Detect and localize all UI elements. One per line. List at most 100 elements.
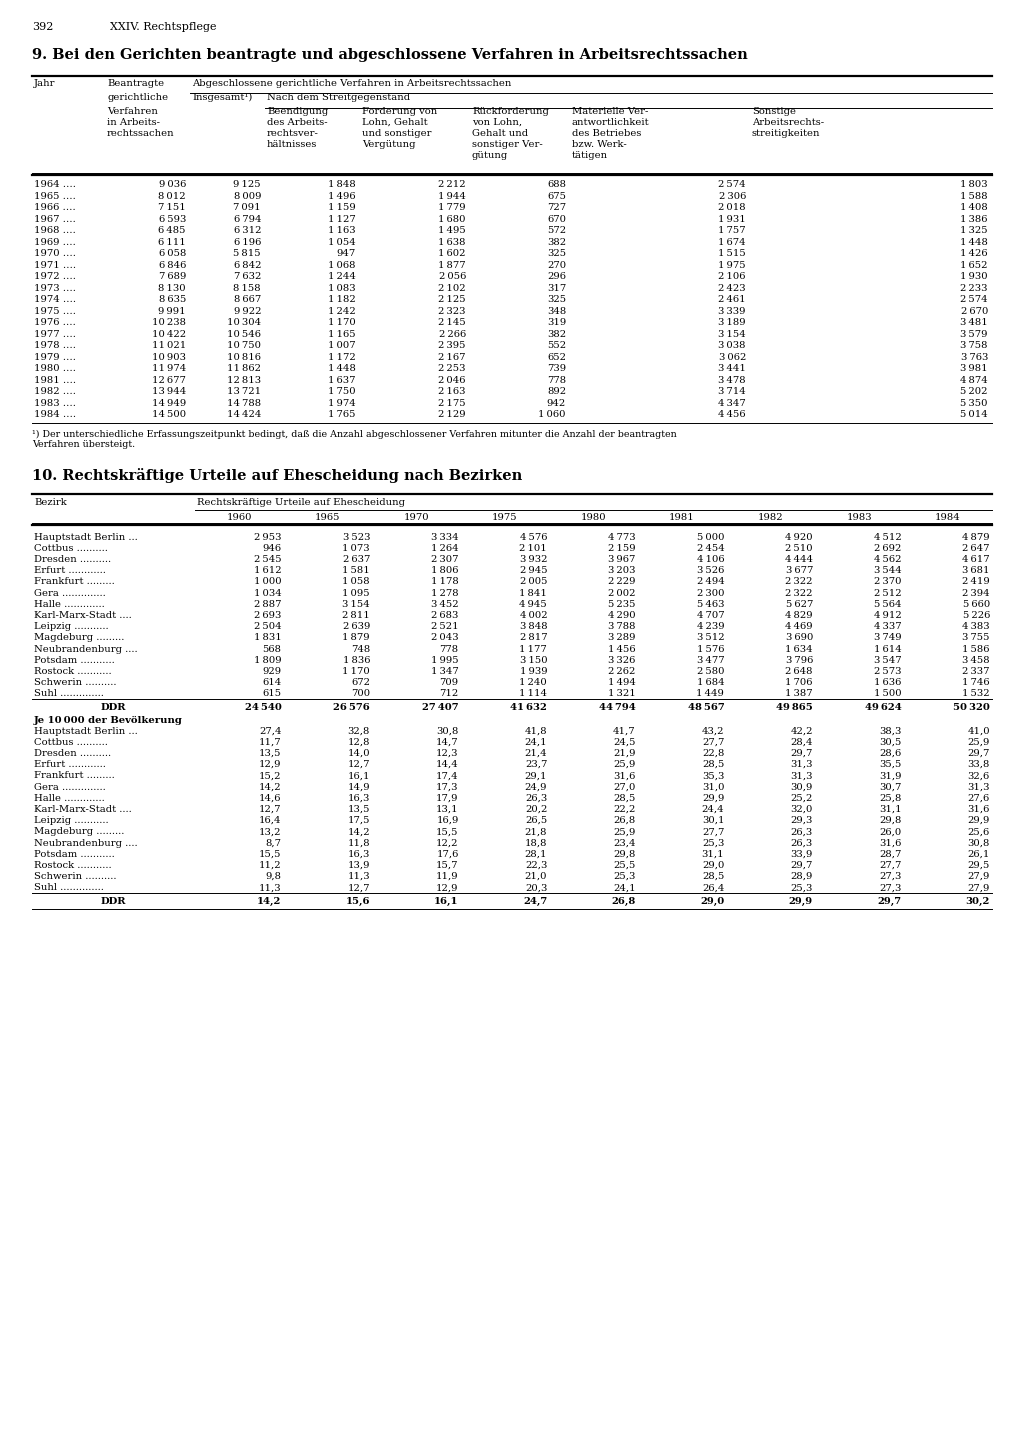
Text: 1 586: 1 586 xyxy=(963,644,990,654)
Text: 27,0: 27,0 xyxy=(613,783,636,792)
Text: 27,3: 27,3 xyxy=(879,883,901,892)
Text: 24,9: 24,9 xyxy=(524,783,547,792)
Text: Verfahren: Verfahren xyxy=(106,107,158,116)
Text: 2 266: 2 266 xyxy=(438,329,466,338)
Text: 28,5: 28,5 xyxy=(702,760,724,769)
Text: 2 129: 2 129 xyxy=(438,410,466,419)
Text: 2 692: 2 692 xyxy=(874,544,901,552)
Text: ¹) Der unterschiedliche Erfassungszeitpunkt bedingt, daß die Anzahl abgeschlosse: ¹) Der unterschiedliche Erfassungszeitpu… xyxy=(32,429,677,439)
Text: 672: 672 xyxy=(351,679,370,687)
Text: 325: 325 xyxy=(547,294,566,304)
Text: 3 796: 3 796 xyxy=(785,655,813,664)
Text: 3 154: 3 154 xyxy=(342,600,370,609)
Text: 748: 748 xyxy=(351,644,370,654)
Text: 31,6: 31,6 xyxy=(968,805,990,813)
Text: 615: 615 xyxy=(262,689,282,699)
Text: 929: 929 xyxy=(262,667,282,676)
Text: Potsdam ...........: Potsdam ........... xyxy=(34,850,115,858)
Text: 1 684: 1 684 xyxy=(696,679,724,687)
Text: hältnisses: hältnisses xyxy=(267,141,317,149)
Text: 29,8: 29,8 xyxy=(879,816,901,825)
Text: Suhl ..............: Suhl .............. xyxy=(34,883,103,892)
Text: 14 949: 14 949 xyxy=(152,399,186,407)
Text: 2 046: 2 046 xyxy=(438,376,466,384)
Text: 26,3: 26,3 xyxy=(791,828,813,837)
Text: 8,7: 8,7 xyxy=(265,838,282,847)
Text: 26 576: 26 576 xyxy=(334,702,370,712)
Text: 9. Bei den Gerichten beantragte und abgeschlossene Verfahren in Arbeitsrechtssac: 9. Bei den Gerichten beantragte und abge… xyxy=(32,48,748,62)
Text: 24,1: 24,1 xyxy=(613,883,636,892)
Text: 31,1: 31,1 xyxy=(701,850,724,858)
Text: 1975 ….: 1975 …. xyxy=(34,306,76,316)
Text: 13,5: 13,5 xyxy=(347,805,370,813)
Text: 1984: 1984 xyxy=(935,512,961,522)
Text: rechtsver-: rechtsver- xyxy=(267,129,318,138)
Text: 10 750: 10 750 xyxy=(227,341,261,349)
Text: 1980: 1980 xyxy=(581,512,606,522)
Text: 29,9: 29,9 xyxy=(968,816,990,825)
Text: 4 617: 4 617 xyxy=(963,555,990,564)
Text: 28,1: 28,1 xyxy=(524,850,547,858)
Text: 2 454: 2 454 xyxy=(696,544,724,552)
Text: 1978 ….: 1978 …. xyxy=(34,341,76,349)
Text: 29,7: 29,7 xyxy=(968,748,990,758)
Text: 348: 348 xyxy=(547,306,566,316)
Text: 947: 947 xyxy=(337,249,356,258)
Text: Rechtskräftige Urteile auf Ehescheidung: Rechtskräftige Urteile auf Ehescheidung xyxy=(197,497,406,506)
Text: 28,9: 28,9 xyxy=(791,871,813,882)
Text: 382: 382 xyxy=(547,329,566,338)
Text: 727: 727 xyxy=(547,203,566,212)
Text: 9 036: 9 036 xyxy=(159,180,186,189)
Text: 1969 ….: 1969 …. xyxy=(34,238,76,247)
Text: des Arbeits-: des Arbeits- xyxy=(267,117,328,128)
Text: 4 290: 4 290 xyxy=(608,610,636,621)
Text: 2 253: 2 253 xyxy=(438,364,466,373)
Text: 2 163: 2 163 xyxy=(438,387,466,396)
Text: 26,3: 26,3 xyxy=(791,838,813,847)
Text: 3 326: 3 326 xyxy=(608,655,636,664)
Text: 3 544: 3 544 xyxy=(873,566,901,576)
Text: 1 034: 1 034 xyxy=(254,589,282,597)
Text: 20,3: 20,3 xyxy=(525,883,547,892)
Text: 24,4: 24,4 xyxy=(701,805,724,813)
Text: 1973 ….: 1973 …. xyxy=(34,284,76,293)
Text: 1 242: 1 242 xyxy=(329,306,356,316)
Text: 11 021: 11 021 xyxy=(152,341,186,349)
Text: 1 278: 1 278 xyxy=(431,589,459,597)
Text: Forderung von: Forderung von xyxy=(362,107,437,116)
Text: 2 817: 2 817 xyxy=(519,634,547,642)
Text: 1 163: 1 163 xyxy=(329,226,356,235)
Text: 2 106: 2 106 xyxy=(719,273,746,281)
Text: 44 794: 44 794 xyxy=(599,702,636,712)
Text: 3 334: 3 334 xyxy=(431,532,459,541)
Text: 4 920: 4 920 xyxy=(785,532,813,541)
Text: DDR: DDR xyxy=(100,896,126,905)
Text: 1 114: 1 114 xyxy=(519,689,547,699)
Text: 568: 568 xyxy=(262,644,282,654)
Text: 2 323: 2 323 xyxy=(438,306,466,316)
Text: streitigkeiten: streitigkeiten xyxy=(752,129,820,138)
Text: 30,8: 30,8 xyxy=(968,838,990,847)
Text: 5 627: 5 627 xyxy=(785,600,813,609)
Text: 1 637: 1 637 xyxy=(329,376,356,384)
Text: 22,3: 22,3 xyxy=(525,861,547,870)
Text: 1 939: 1 939 xyxy=(519,667,547,676)
Text: 43,2: 43,2 xyxy=(701,726,724,735)
Text: 1984 ….: 1984 …. xyxy=(34,410,76,419)
Text: 3 967: 3 967 xyxy=(608,555,636,564)
Text: 15,5: 15,5 xyxy=(259,850,282,858)
Text: 688: 688 xyxy=(547,180,566,189)
Text: 1980 ….: 1980 …. xyxy=(34,364,76,373)
Text: Frankfurt .........: Frankfurt ......... xyxy=(34,577,115,586)
Text: 14 424: 14 424 xyxy=(226,410,261,419)
Text: 1968 ….: 1968 …. xyxy=(34,226,76,235)
Text: 28,7: 28,7 xyxy=(879,850,901,858)
Text: 14,9: 14,9 xyxy=(347,783,370,792)
Text: 6 485: 6 485 xyxy=(159,226,186,235)
Text: 23,7: 23,7 xyxy=(525,760,547,769)
Text: 4 879: 4 879 xyxy=(963,532,990,541)
Text: 4 512: 4 512 xyxy=(873,532,901,541)
Text: 25,5: 25,5 xyxy=(613,861,636,870)
Text: 31,9: 31,9 xyxy=(879,771,901,780)
Text: 1 848: 1 848 xyxy=(329,180,356,189)
